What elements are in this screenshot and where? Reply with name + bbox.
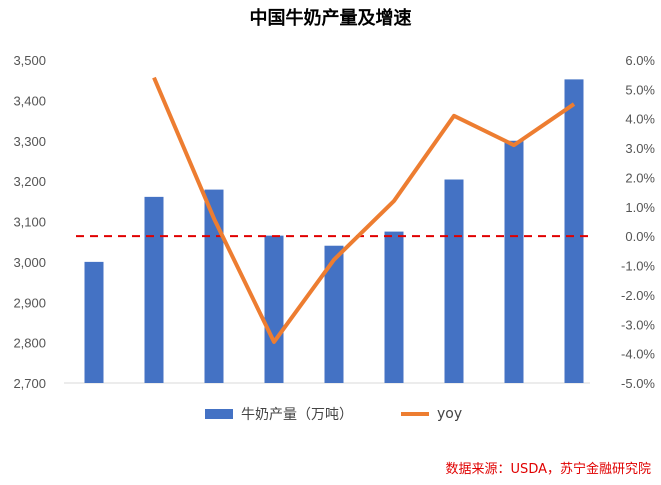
bar-2015 xyxy=(204,189,224,383)
legend-line-label: yoy xyxy=(437,406,463,422)
x-tick-label: 2019 xyxy=(440,397,469,400)
left-tick-label: 2,900 xyxy=(13,295,46,310)
left-tick-label: 3,300 xyxy=(13,134,46,149)
left-tick-label: 2,800 xyxy=(13,336,46,351)
left-tick-label: 3,200 xyxy=(13,174,46,189)
right-tick-label: -3.0% xyxy=(621,317,655,332)
bar-2013 xyxy=(84,261,104,383)
legend-line-swatch xyxy=(401,412,429,416)
x-tick-label: 2015 xyxy=(200,397,229,400)
right-tick-label: 1.0% xyxy=(625,200,655,215)
bar-2014 xyxy=(144,196,164,383)
right-tick-label: 3.0% xyxy=(625,141,655,156)
right-tick-label: 6.0% xyxy=(625,53,655,68)
bar-2020 xyxy=(504,140,524,383)
right-tick-label: -2.0% xyxy=(621,288,655,303)
bar-2017 xyxy=(324,245,344,383)
bar-2018 xyxy=(384,231,404,383)
bar-2016 xyxy=(264,235,284,383)
x-tick-label: 2021E xyxy=(555,397,593,400)
x-tick-label: 2013 xyxy=(80,397,109,400)
right-tick-label: 2.0% xyxy=(625,170,655,185)
x-tick-label: 2020 xyxy=(500,397,529,400)
legend-bar-label: 牛奶产量（万吨） xyxy=(241,407,353,423)
chart-title: 中国牛奶产量及增速 xyxy=(249,8,412,29)
left-tick-label: 3,400 xyxy=(13,93,46,108)
x-tick-label: 2017 xyxy=(320,397,349,400)
legend: 牛奶产量（万吨） yoy xyxy=(205,404,462,424)
left-tick-label: 3,000 xyxy=(13,255,46,270)
left-tick-label: 3,100 xyxy=(13,215,46,230)
right-tick-label: -1.0% xyxy=(621,259,655,274)
right-tick-label: 4.0% xyxy=(625,112,655,127)
right-tick-label: 5.0% xyxy=(625,82,655,97)
right-tick-label: 0.0% xyxy=(625,229,655,244)
source-note: 数据来源：USDA，苏宁金融研究院 xyxy=(445,462,651,477)
x-tick-label: 2014 xyxy=(140,397,169,400)
right-tick-label: -5.0% xyxy=(621,376,655,391)
plot-area: 2,700 2,800 2,900 3,000 3,100 3,200 3,300 3,400… xyxy=(13,53,655,400)
bar-2019 xyxy=(444,179,464,383)
legend-bar-swatch xyxy=(205,409,233,419)
bar-2021E xyxy=(564,79,584,383)
left-tick-label: 3,500 xyxy=(13,53,46,68)
right-tick-label: -4.0% xyxy=(621,347,655,362)
x-tick-label: 2016 xyxy=(260,397,289,400)
left-tick-label: 2,700 xyxy=(13,376,46,391)
yoy-line xyxy=(152,76,576,344)
x-tick-label: 2018 xyxy=(380,397,409,400)
